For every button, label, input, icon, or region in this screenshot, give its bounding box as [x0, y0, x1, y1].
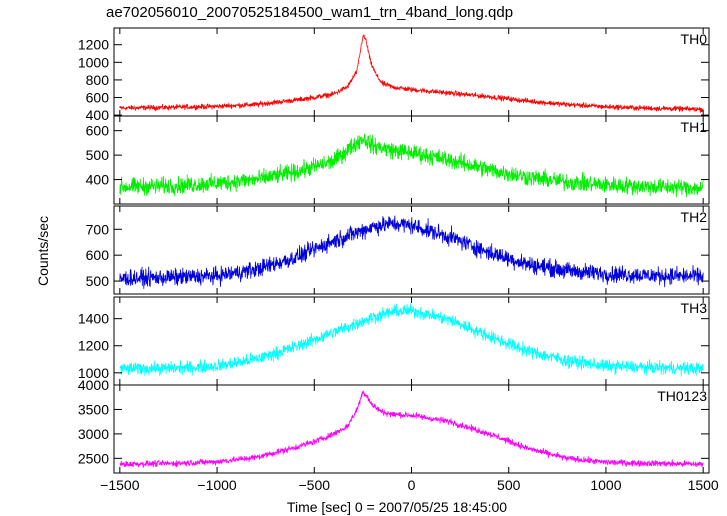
panel-label: TH1	[681, 119, 708, 135]
panel-label: TH0123	[657, 388, 707, 404]
series-line-th1	[119, 133, 704, 198]
y-tick-label: 1200	[78, 37, 109, 53]
y-axis-label: Counts/sec	[35, 216, 51, 286]
x-tick-label: −1000	[197, 477, 237, 493]
x-tick-label: 1500	[688, 477, 719, 493]
y-tick-label: 1000	[78, 54, 109, 70]
y-tick-label: 3000	[78, 426, 109, 442]
series-line-th3	[119, 303, 704, 377]
y-tick-label: 600	[86, 123, 110, 139]
x-tick-label: −500	[299, 477, 331, 493]
panel-frame	[113, 27, 710, 117]
panel-th1: 400 500 600 TH1	[86, 115, 710, 205]
y-tick-label: 400	[86, 172, 110, 188]
series-line-th0123	[119, 390, 704, 468]
y-tick-label: 500	[86, 273, 110, 289]
y-tick-label: 1200	[78, 338, 109, 354]
y-tick-label: 800	[86, 72, 110, 88]
y-tick-label: 1000	[78, 365, 109, 381]
y-tick-label: 400	[86, 107, 110, 123]
x-tick-label: 0	[408, 477, 416, 493]
panel-frame	[113, 384, 710, 474]
panel-label: TH3	[681, 300, 708, 316]
panel-label: TH0	[681, 31, 708, 47]
x-axis-label: Time [sec] 0 = 2007/05/25 18:45:00	[287, 499, 507, 515]
x-tick-label: 1000	[590, 477, 621, 493]
y-tick-label: 500	[86, 147, 110, 163]
panel-th0123: 2500 3000 3500 4000 TH0123	[78, 377, 710, 474]
series-line-th2	[119, 215, 704, 289]
y-tick-label: 700	[86, 221, 110, 237]
x-tick-label: 500	[497, 477, 521, 493]
y-tick-label: 3500	[78, 401, 109, 417]
y-tick-label: 600	[86, 90, 110, 106]
chart-title: ae702056010_20070525184500_wam1_trn_4ban…	[106, 4, 513, 21]
panel-th3: 1000 1200 1400 TH3	[78, 296, 710, 386]
y-tick-label: 1400	[78, 311, 109, 327]
y-tick-label: 600	[86, 247, 110, 263]
x-axis: −1500 −1000 −500 0 500 1000 1500	[100, 477, 719, 493]
panel-th2: 500 600 700 TH2	[86, 205, 710, 295]
y-tick-label: 2500	[78, 450, 109, 466]
panel-label: TH2	[681, 209, 708, 225]
y-tick-label: 4000	[78, 377, 109, 393]
x-tick-label: −1500	[100, 477, 140, 493]
series-line-th0	[119, 34, 704, 114]
